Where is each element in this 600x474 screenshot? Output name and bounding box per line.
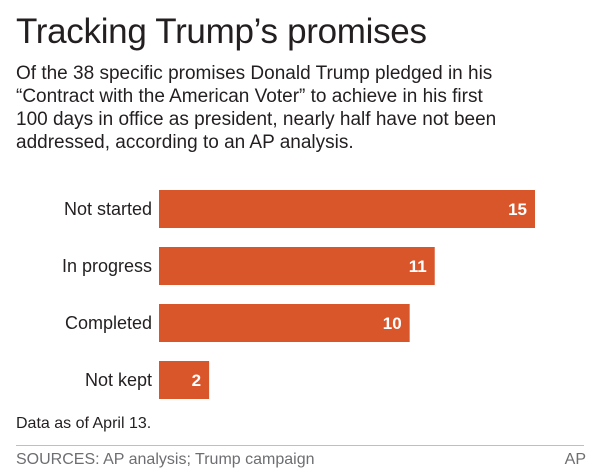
chart-title: Tracking Trump’s promises — [16, 12, 427, 51]
ap-credit: AP — [564, 451, 586, 468]
category-label: In progress — [62, 256, 152, 276]
data-date-note: Data as of April 13. — [16, 415, 152, 432]
category-label: Not kept — [85, 370, 152, 390]
value-label: 15 — [508, 200, 527, 219]
subtitle-line: 100 days in office as president, nearly … — [16, 109, 497, 130]
value-label: 10 — [383, 314, 402, 333]
value-label: 2 — [192, 371, 201, 390]
bar — [159, 190, 535, 228]
bar — [159, 247, 435, 285]
category-label: Completed — [65, 313, 152, 333]
bar — [159, 304, 410, 342]
subtitle-line: addressed, according to an AP analysis. — [16, 132, 354, 153]
bar — [159, 361, 210, 399]
subtitle-line: Of the 38 specific promises Donald Trump… — [16, 63, 493, 84]
footer-divider — [16, 445, 584, 446]
chart-subtitle: Of the 38 specific promises Donald Trump… — [16, 62, 586, 154]
bar-chart: Not started 15 In progress 11 Completed 10 Not… — [62, 190, 535, 399]
sources-credit: SOURCES: AP analysis; Trump campaign — [16, 451, 315, 468]
value-label: 11 — [409, 257, 427, 276]
subtitle-line: “Contract with the American Voter” to ac… — [16, 86, 483, 107]
category-label: Not started — [64, 199, 152, 219]
